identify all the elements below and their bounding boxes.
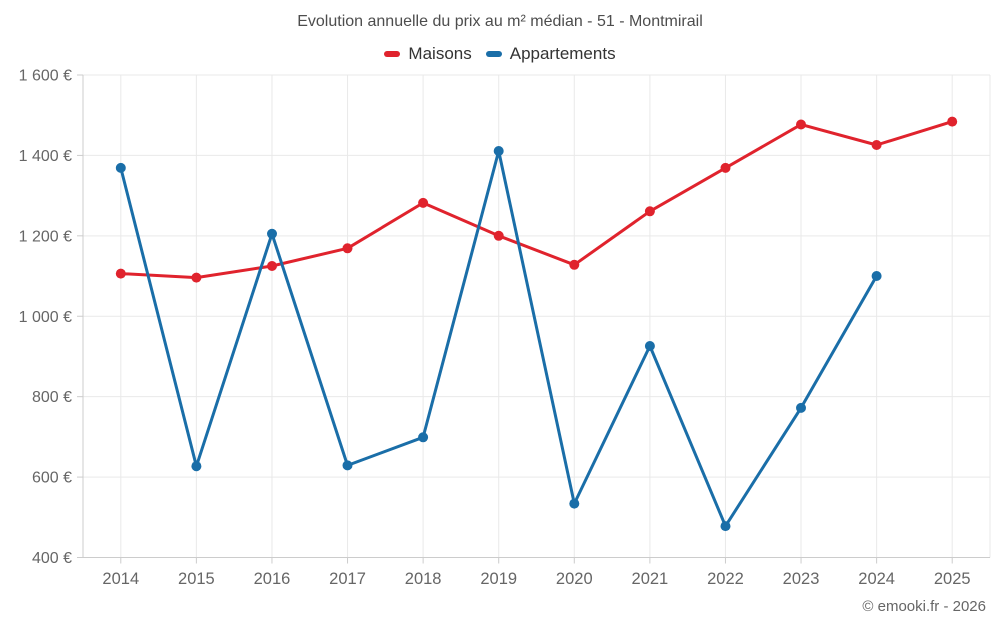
x-tick-label: 2022	[707, 570, 744, 588]
data-point-maisons-2020[interactable]	[569, 259, 580, 270]
y-tick-label: 1 600 €	[19, 68, 72, 85]
x-tick-label: 2023	[783, 570, 820, 588]
x-tick-label: 2017	[329, 570, 366, 588]
data-point-appartements-2022[interactable]	[720, 521, 731, 532]
y-tick-label: 1 000 €	[19, 309, 72, 326]
data-point-maisons-2017[interactable]	[342, 243, 353, 254]
data-point-appartements-2014[interactable]	[115, 162, 126, 173]
data-point-maisons-2016[interactable]	[267, 261, 277, 271]
x-tick-label: 2025	[934, 570, 971, 588]
data-point-appartements-2017[interactable]	[342, 460, 353, 471]
y-tick-label: 1 400 €	[19, 148, 72, 165]
x-tick-label: 2024	[858, 570, 895, 588]
x-tick-label: 2019	[480, 570, 517, 588]
legend-swatch-maisons	[384, 51, 401, 57]
data-point-appartements-2015[interactable]	[191, 461, 202, 472]
credit-link[interactable]: © emooki.fr - 2026	[862, 598, 986, 615]
x-tick-label: 2015	[178, 570, 215, 588]
legend-swatch-appartements	[485, 51, 502, 57]
data-point-maisons-2021[interactable]	[644, 206, 655, 217]
data-point-maisons-2023[interactable]	[796, 119, 806, 130]
data-point-maisons-2014[interactable]	[115, 268, 126, 279]
legend-label-maisons: Maisons	[408, 44, 472, 63]
data-point-maisons-2015[interactable]	[191, 272, 202, 283]
y-tick-label: 800 €	[32, 389, 72, 406]
chart-title: Evolution annuelle du prix au m² médian …	[297, 13, 703, 30]
legend-item-appartements[interactable]: Appartements	[485, 44, 616, 64]
legend-label-appartements: Appartements	[509, 44, 616, 63]
y-tick-label: 400 €	[32, 550, 72, 567]
legend-item-maisons[interactable]: Maisons	[384, 44, 472, 64]
series-line-maisons	[119, 120, 954, 280]
x-tick-label: 2018	[405, 570, 442, 588]
data-point-maisons-2024[interactable]	[871, 140, 882, 150]
x-tick-label: 2020	[556, 570, 593, 588]
x-tick-label: 2016	[254, 570, 291, 588]
data-point-maisons-2025[interactable]	[947, 116, 958, 127]
data-point-appartements-2023[interactable]	[796, 402, 806, 413]
y-tick-label: 1 200 €	[19, 228, 72, 245]
data-point-maisons-2018[interactable]	[418, 197, 429, 208]
y-tick-label: 600 €	[32, 470, 72, 487]
data-point-appartements-2019[interactable]	[493, 146, 504, 156]
data-point-appartements-2024[interactable]	[871, 271, 882, 281]
data-point-maisons-2019[interactable]	[493, 230, 504, 241]
chart-legend: Maisons Appartements	[0, 44, 1000, 64]
x-tick-label: 2014	[102, 570, 139, 588]
data-point-appartements-2016[interactable]	[267, 228, 277, 239]
data-point-appartements-2018[interactable]	[418, 432, 429, 443]
data-point-maisons-2022[interactable]	[720, 162, 731, 173]
data-point-appartements-2021[interactable]	[644, 341, 655, 351]
data-point-appartements-2020[interactable]	[569, 498, 580, 509]
x-tick-label: 2021	[632, 570, 669, 588]
